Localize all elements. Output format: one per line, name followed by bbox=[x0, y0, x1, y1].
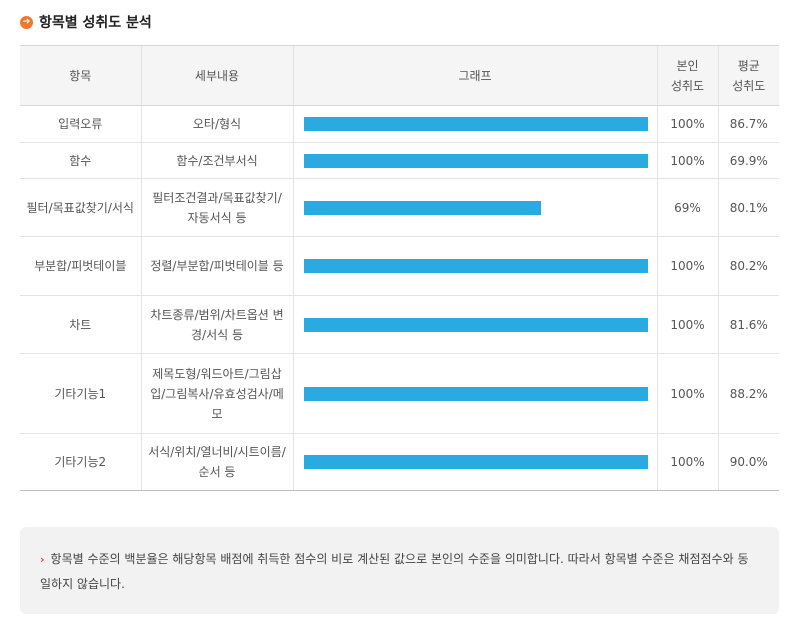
progress-bar-fill bbox=[303, 455, 648, 469]
table-row: 부분합/피벗테이블 정렬/부분합/피벗테이블 등 100% 80.2% bbox=[20, 236, 779, 296]
cell-detail: 오타/형식 bbox=[140, 105, 293, 143]
section-header: ➜ 항목별 성취도 분석 bbox=[20, 12, 152, 32]
progress-bar-fill bbox=[303, 259, 648, 273]
cell-graph bbox=[292, 236, 657, 296]
header-avg-score-line2: 성취도 bbox=[732, 78, 766, 93]
cell-item: 기타기능1 bbox=[20, 353, 141, 434]
cell-avg-score: 86.7% bbox=[717, 105, 779, 143]
cell-avg-score: 69.9% bbox=[717, 142, 779, 179]
cell-graph bbox=[292, 142, 657, 179]
progress-bar-fill bbox=[303, 117, 648, 131]
progress-bar-fill bbox=[303, 386, 648, 401]
cell-graph bbox=[292, 295, 657, 354]
progress-bar-track bbox=[303, 455, 648, 469]
cell-my-score: 100% bbox=[656, 295, 718, 354]
progress-bar-fill bbox=[303, 317, 648, 332]
table-row: 기타기능1 제목도형/워드아트/그림삽입/그림복사/유효성검사/메모 100% 88.… bbox=[20, 353, 779, 434]
progress-bar-track bbox=[303, 117, 648, 131]
header-detail: 세부내용 bbox=[140, 45, 293, 106]
progress-bar-track bbox=[303, 386, 648, 401]
cell-item: 기타기능2 bbox=[20, 433, 141, 491]
cell-avg-score: 88.2% bbox=[717, 353, 779, 434]
cell-my-score: 100% bbox=[656, 433, 718, 491]
cell-my-score: 100% bbox=[656, 353, 718, 434]
table-row: 차트 차트종류/범위/차트옵션 변경/서식 등 100% 81.6% bbox=[20, 295, 779, 354]
header-my-score-line1: 본인 bbox=[676, 58, 699, 73]
achievement-table: 항목 세부내용 그래프 본인 성취도 평균 성취도 입력오류 오타/형식 100% 8… bbox=[20, 45, 779, 491]
cell-avg-score: 80.2% bbox=[717, 236, 779, 296]
header-my-score: 본인 성취도 bbox=[656, 45, 718, 106]
progress-bar-track bbox=[303, 200, 648, 215]
progress-bar-fill bbox=[303, 200, 541, 215]
table-row: 함수 함수/조건부서식 100% 69.9% bbox=[20, 142, 779, 179]
cell-graph bbox=[292, 105, 657, 143]
cell-item: 입력오류 bbox=[20, 105, 141, 143]
arrow-right-circle-icon: ➜ bbox=[20, 15, 33, 29]
cell-item: 차트 bbox=[20, 295, 141, 354]
cell-avg-score: 90.0% bbox=[717, 433, 779, 491]
cell-avg-score: 80.1% bbox=[717, 178, 779, 237]
cell-graph bbox=[292, 353, 657, 434]
cell-my-score: 100% bbox=[656, 142, 718, 179]
cell-avg-score: 81.6% bbox=[717, 295, 779, 354]
cell-my-score: 100% bbox=[656, 105, 718, 143]
cell-detail: 서식/위치/열너비/시트이름/순서 등 bbox=[140, 433, 293, 491]
header-graph: 그래프 bbox=[292, 45, 657, 106]
cell-detail: 정렬/부분합/피벗테이블 등 bbox=[140, 236, 293, 296]
cell-detail: 제목도형/워드아트/그림삽입/그림복사/유효성검사/메모 bbox=[140, 353, 293, 434]
progress-bar-track bbox=[303, 153, 648, 168]
cell-graph bbox=[292, 178, 657, 237]
table-row: 필터/목표값찾기/서식 필터조건결과/목표값찾기/자동서식 등 69% 80.1% bbox=[20, 178, 779, 237]
cell-graph bbox=[292, 433, 657, 491]
table-row: 기타기능2 서식/위치/열너비/시트이름/순서 등 100% 90.0% bbox=[20, 433, 779, 491]
cell-detail: 차트종류/범위/차트옵션 변경/서식 등 bbox=[140, 295, 293, 354]
cell-my-score: 100% bbox=[656, 236, 718, 296]
cell-item: 필터/목표값찾기/서식 bbox=[20, 178, 141, 237]
cell-item: 부분합/피벗테이블 bbox=[20, 236, 141, 296]
header-avg-score: 평균 성취도 bbox=[717, 45, 779, 106]
table-header-row: 항목 세부내용 그래프 본인 성취도 평균 성취도 bbox=[20, 45, 779, 106]
cell-detail: 필터조건결과/목표값찾기/자동서식 등 bbox=[140, 178, 293, 237]
table-row: 입력오류 오타/형식 100% 86.7% bbox=[20, 105, 779, 143]
cell-detail: 함수/조건부서식 bbox=[140, 142, 293, 179]
chevron-right-icon: › bbox=[40, 553, 45, 566]
section-title: 항목별 성취도 분석 bbox=[39, 15, 152, 31]
notice-box: › 항목별 수준의 백분율은 해당항목 배점에 취득한 점수의 비로 계산된 값으… bbox=[20, 527, 779, 614]
progress-bar-fill bbox=[303, 153, 648, 168]
cell-my-score: 69% bbox=[656, 178, 718, 237]
header-avg-score-line1: 평균 bbox=[737, 58, 760, 73]
header-my-score-line2: 성취도 bbox=[670, 78, 705, 93]
progress-bar-track bbox=[303, 317, 648, 332]
header-item: 항목 bbox=[20, 45, 141, 106]
cell-item: 함수 bbox=[20, 142, 141, 179]
progress-bar-track bbox=[303, 259, 648, 273]
notice-text: 항목별 수준의 백분율은 해당항목 배점에 취득한 점수의 비로 계산된 값으로… bbox=[40, 552, 749, 591]
